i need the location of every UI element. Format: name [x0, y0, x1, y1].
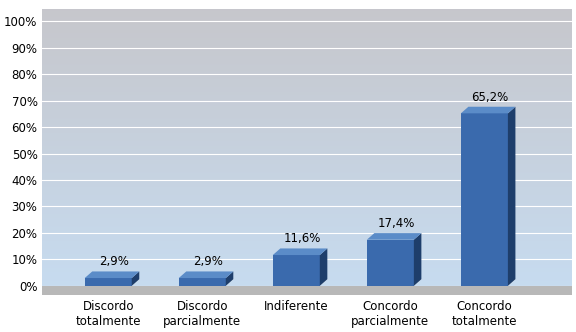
- Polygon shape: [179, 279, 233, 286]
- Polygon shape: [273, 255, 320, 286]
- Polygon shape: [461, 107, 516, 113]
- Polygon shape: [179, 278, 226, 286]
- Polygon shape: [320, 248, 327, 286]
- Bar: [43, 286, 572, 295]
- Polygon shape: [85, 279, 139, 286]
- Polygon shape: [367, 240, 414, 286]
- Text: 17,4%: 17,4%: [377, 217, 415, 230]
- Polygon shape: [85, 272, 139, 278]
- Polygon shape: [226, 272, 233, 286]
- Polygon shape: [179, 272, 233, 278]
- Text: 2,9%: 2,9%: [193, 255, 223, 268]
- Polygon shape: [461, 113, 508, 286]
- Text: 65,2%: 65,2%: [471, 91, 509, 104]
- Polygon shape: [461, 279, 516, 286]
- Polygon shape: [273, 279, 327, 286]
- Polygon shape: [85, 278, 132, 286]
- Polygon shape: [508, 107, 516, 286]
- Polygon shape: [367, 279, 422, 286]
- Text: 2,9%: 2,9%: [99, 255, 129, 268]
- Polygon shape: [414, 233, 422, 286]
- Polygon shape: [132, 272, 139, 286]
- Polygon shape: [367, 233, 422, 240]
- Text: 11,6%: 11,6%: [283, 232, 321, 245]
- Polygon shape: [273, 248, 327, 255]
